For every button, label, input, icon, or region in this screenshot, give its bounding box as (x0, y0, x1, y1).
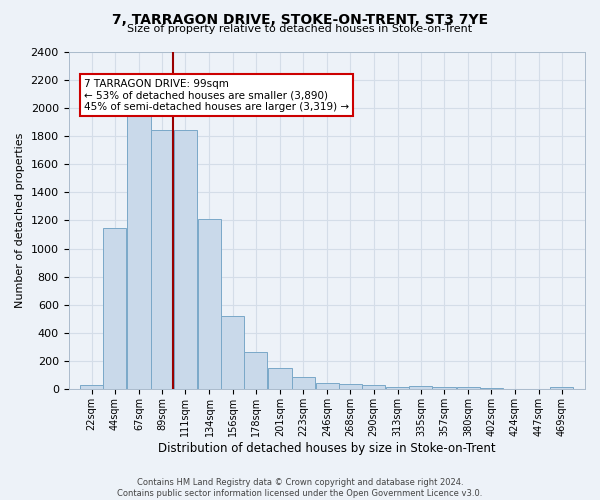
Bar (386, 386, 409, 390)
Text: 7 TARRAGON DRIVE: 99sqm
← 53% of detached houses are smaller (3,890)
45% of semi: 7 TARRAGON DRIVE: 99sqm ← 53% of detache… (84, 78, 349, 112)
Bar (174, 130, 197, 390)
Bar (127, 115, 151, 390)
Text: Contains HM Land Registry data © Crown copyright and database right 2024.
Contai: Contains HM Land Registry data © Crown c… (118, 478, 482, 498)
Bar (316, 383, 339, 390)
Bar (480, 388, 503, 390)
Bar (151, 130, 174, 390)
Bar (292, 378, 314, 390)
Bar (527, 388, 550, 390)
Bar (362, 384, 385, 390)
X-axis label: Distribution of detached houses by size in Stoke-on-Trent: Distribution of detached houses by size … (158, 442, 496, 455)
Bar (457, 388, 480, 390)
Y-axis label: Number of detached properties: Number of detached properties (15, 133, 25, 308)
Text: Size of property relative to detached houses in Stoke-on-Trent: Size of property relative to detached ho… (127, 24, 473, 34)
Bar (80, 385, 103, 390)
Bar (503, 388, 526, 390)
Bar (198, 219, 221, 390)
Bar (339, 384, 362, 390)
Bar (409, 386, 433, 390)
Bar (550, 386, 574, 390)
Bar (221, 316, 244, 390)
Bar (268, 368, 292, 390)
Bar (244, 352, 268, 390)
Bar (433, 388, 455, 390)
Bar (103, 228, 127, 390)
Text: 7, TARRAGON DRIVE, STOKE-ON-TRENT, ST3 7YE: 7, TARRAGON DRIVE, STOKE-ON-TRENT, ST3 7… (112, 12, 488, 26)
